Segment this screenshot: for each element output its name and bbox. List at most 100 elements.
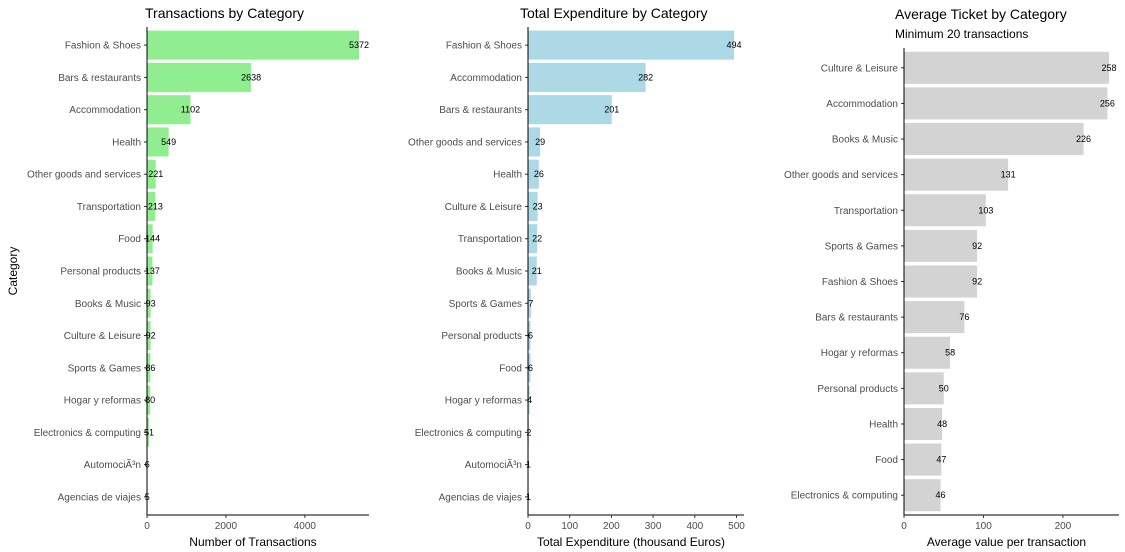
- x-axis-title: Number of Transactions: [189, 535, 316, 549]
- data-label: 7: [528, 298, 533, 308]
- x-tick-label: 0: [901, 521, 907, 532]
- category-label: Bars & restaurants: [58, 73, 141, 84]
- category-label: Culture & Leisure: [445, 202, 523, 213]
- category-label: Electronics & computing: [415, 428, 522, 439]
- category-label: Bars & restaurants: [439, 105, 522, 116]
- data-label: 213: [148, 201, 163, 211]
- chart-title: Total Expenditure by Category: [520, 5, 708, 21]
- category-label: Books & Music: [456, 267, 522, 278]
- category-label: Other goods and services: [784, 170, 898, 181]
- bar: [904, 443, 942, 476]
- bar: [904, 229, 978, 262]
- x-axis-title: Total Expenditure (thousand Euros): [537, 535, 725, 549]
- bar: [528, 191, 538, 221]
- category-label: AutomociÃ³n: [465, 458, 522, 471]
- data-label: 282: [638, 72, 653, 82]
- category-label: AutomociÃ³n: [84, 458, 141, 471]
- category-label: Accommodation: [450, 73, 522, 84]
- category-label: Other goods and services: [408, 137, 522, 148]
- bar: [904, 158, 1009, 191]
- bar: [904, 87, 1108, 120]
- bar: [528, 127, 541, 157]
- category-label: Culture & Leisure: [64, 331, 142, 342]
- category-label: Hogar y reformas: [64, 396, 141, 407]
- chart-panel-2: Total Expenditure by Category Fashion & S…: [408, 5, 745, 549]
- data-label: 1102: [181, 105, 200, 115]
- data-label: 92: [972, 241, 982, 251]
- category-label: Health: [112, 137, 141, 148]
- bar: [147, 127, 169, 157]
- bar: [147, 159, 156, 189]
- data-label: 76: [959, 312, 969, 322]
- bar: [147, 321, 151, 351]
- category-label: Electronics & computing: [34, 428, 141, 439]
- data-label: 93: [146, 298, 156, 308]
- category-label: Accommodation: [69, 105, 141, 116]
- data-label: 6: [528, 331, 533, 341]
- category-label: Transportation: [77, 202, 141, 213]
- category-label: Health: [869, 419, 898, 430]
- data-label: 4: [527, 395, 532, 405]
- category-label: Fashion & Shoes: [65, 41, 141, 52]
- category-label: Transportation: [458, 234, 522, 245]
- x-tick-label: 100: [975, 521, 992, 532]
- category-label: Accommodation: [826, 99, 898, 110]
- bar: [904, 336, 951, 369]
- category-label: Bars & restaurants: [815, 313, 898, 324]
- data-label: 131: [1001, 170, 1016, 180]
- bar: [147, 417, 150, 447]
- bar: [528, 385, 530, 415]
- bar: [147, 288, 151, 318]
- data-label: 86: [145, 363, 155, 373]
- category-label: Personal products: [60, 267, 141, 278]
- data-label: 92: [146, 331, 156, 341]
- data-label: 58: [945, 348, 955, 358]
- chart-panel-3: Average Ticket by Category Minimum 20 tra…: [784, 6, 1119, 549]
- data-label: 80: [145, 395, 155, 405]
- y-axis-title: Category: [6, 247, 20, 296]
- bar: [147, 191, 156, 221]
- category-label: Sports & Games: [825, 241, 898, 252]
- category-label: Food: [499, 363, 522, 374]
- category-label: Agencias de viajes: [439, 492, 522, 503]
- category-label: Hogar y reformas: [821, 348, 898, 359]
- bar: [147, 224, 153, 254]
- data-label: 47: [936, 455, 946, 465]
- category-label: Other goods and services: [27, 170, 141, 181]
- category-label: Personal products: [441, 331, 522, 342]
- bar: [528, 256, 537, 286]
- bar: [904, 479, 941, 512]
- bar: [147, 95, 191, 125]
- bar: [528, 224, 538, 254]
- category-label: Agencias de viajes: [58, 492, 141, 503]
- category-label: Sports & Games: [449, 299, 522, 310]
- data-label: 21: [532, 266, 542, 276]
- x-tick-label: 4000: [294, 521, 317, 532]
- data-label: 103: [978, 205, 993, 215]
- data-label: 46: [936, 490, 946, 500]
- x-tick-label: 200: [1055, 521, 1072, 532]
- category-label: Books & Music: [75, 299, 141, 310]
- data-label: 29: [535, 137, 545, 147]
- x-axis-title: Average value per transaction: [927, 535, 1086, 549]
- category-label: Books & Music: [832, 135, 898, 146]
- chart-subtitle: Minimum 20 transactions: [895, 27, 1028, 41]
- chart-panel-1: Transactions by Category Fashion & Shoes 5…: [6, 5, 369, 549]
- bar: [528, 353, 531, 383]
- x-tick-label: 300: [645, 521, 662, 532]
- bar: [528, 159, 539, 189]
- chart-title: Transactions by Category: [145, 5, 304, 21]
- x-tick-label: 0: [144, 521, 150, 532]
- category-label: Culture & Leisure: [821, 63, 899, 74]
- data-label: 51: [144, 427, 154, 437]
- bar: [147, 385, 151, 415]
- data-label: 201: [604, 105, 619, 115]
- bar: [528, 288, 531, 318]
- x-tick-label: 0: [525, 521, 531, 532]
- category-label: Electronics & computing: [791, 491, 898, 502]
- bar: [147, 30, 359, 60]
- data-label: 2638: [241, 72, 261, 82]
- bar: [904, 407, 943, 440]
- x-tick-label: 500: [728, 521, 745, 532]
